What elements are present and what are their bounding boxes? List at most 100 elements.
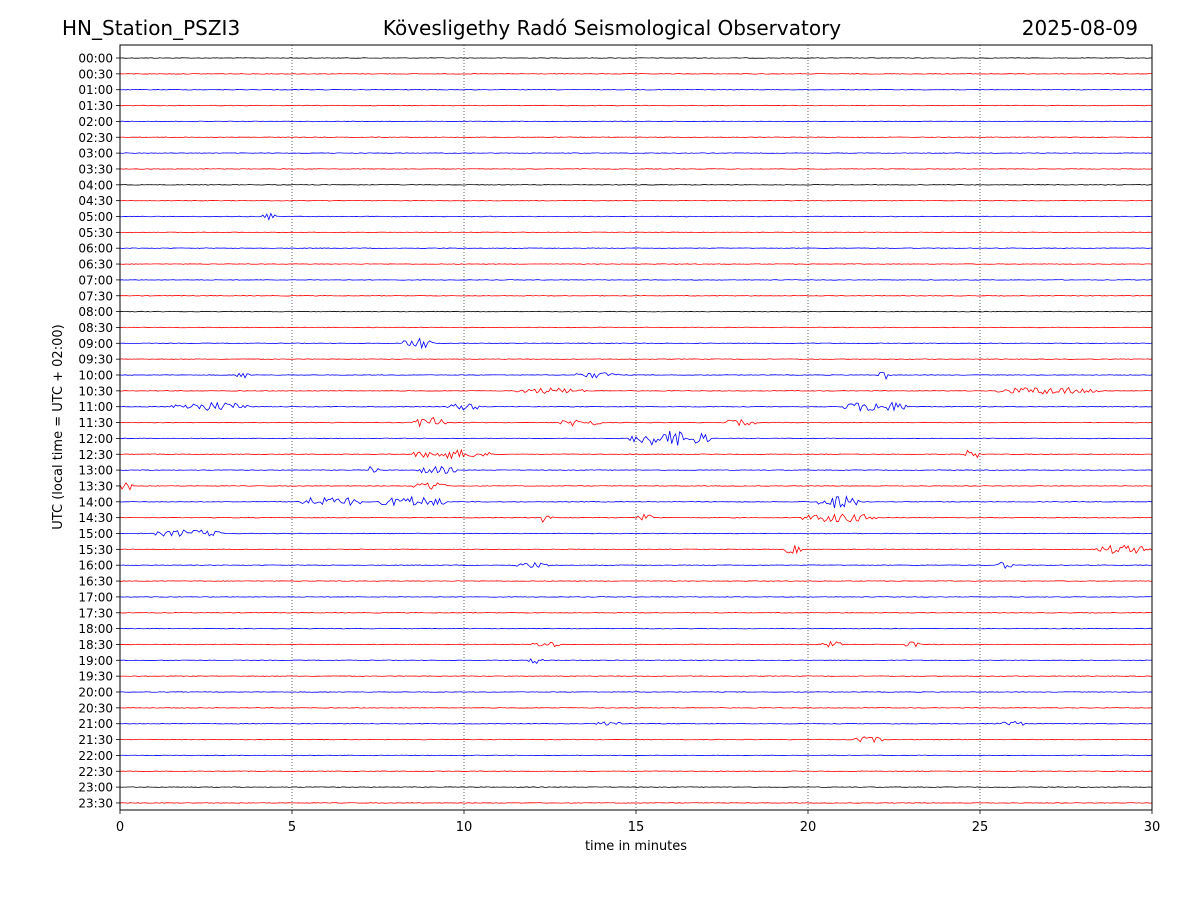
- trace-row: [119, 136, 1153, 138]
- y-tick-label: 19:00: [78, 654, 113, 668]
- y-tick-label: 05:00: [78, 210, 113, 224]
- x-tick-label: 25: [972, 820, 989, 835]
- y-tick-label: 22:00: [78, 749, 113, 763]
- trace-row: [119, 770, 1153, 772]
- trace-row: [119, 401, 1153, 412]
- trace-row: [119, 73, 1152, 75]
- y-tick-label: 18:30: [78, 638, 113, 652]
- trace-row: [119, 658, 1153, 665]
- y-tick-label: 07:30: [78, 289, 113, 303]
- trace-row: [119, 627, 1153, 630]
- trace-row: [119, 580, 1152, 582]
- y-tick-label: 19:30: [78, 670, 113, 684]
- trace-row: [119, 416, 1153, 428]
- trace-row: [119, 612, 1153, 614]
- trace-row: [119, 358, 1153, 360]
- x-tick-label: 20: [800, 820, 817, 835]
- trace-row: [119, 168, 1153, 170]
- trace-row: [119, 675, 1153, 677]
- y-tick-label: 16:00: [78, 559, 113, 573]
- gridlines: [291, 45, 981, 810]
- trace-row: [119, 57, 1153, 59]
- trace-row: [119, 529, 1153, 537]
- trace-row: [119, 482, 1153, 491]
- y-tick-label: 14:30: [78, 511, 113, 525]
- y-tick-label: 01:00: [78, 83, 113, 97]
- trace-row: [119, 184, 1153, 186]
- y-tick-label: 23:30: [78, 796, 113, 810]
- y-tick-label: 17:00: [78, 590, 113, 604]
- trace-row: [119, 295, 1153, 297]
- x-tick-label: 10: [456, 820, 473, 835]
- trace-row: [119, 337, 1153, 350]
- y-tick-label: 18:00: [78, 622, 113, 636]
- trace-row: [119, 707, 1153, 709]
- observatory-title: Kövesligethy Radó Seismological Observat…: [382, 16, 842, 40]
- traces: [119, 57, 1153, 804]
- trace-row: [119, 513, 1153, 523]
- trace-row: [119, 430, 1153, 446]
- x-axis-label: time in minutes: [585, 839, 687, 854]
- x-axis-ticks: 0 5 10 15 20 25 30: [116, 810, 1160, 835]
- trace-row: [119, 802, 1153, 804]
- trace-row: [119, 88, 1153, 91]
- y-tick-label: 10:00: [78, 369, 113, 383]
- trace-row: [119, 152, 1153, 154]
- trace-row: [119, 104, 1153, 107]
- trace-row: [119, 720, 1153, 726]
- trace-row: [119, 120, 1153, 123]
- y-tick-label: 12:30: [78, 448, 113, 462]
- trace-row: [119, 448, 1153, 460]
- trace-row: [119, 596, 1153, 598]
- y-tick-label: 07:00: [78, 273, 113, 287]
- trace-row: [119, 561, 1153, 570]
- trace-row: [119, 326, 1153, 329]
- y-tick-label: 15:00: [78, 527, 113, 541]
- trace-row: [119, 386, 1153, 395]
- trace-row: [119, 691, 1153, 693]
- y-tick-label: 20:30: [78, 701, 113, 715]
- y-tick-label: 01:30: [78, 99, 113, 113]
- y-tick-label: 22:30: [78, 765, 113, 779]
- y-tick-label: 04:00: [78, 178, 113, 192]
- y-axis-label: UTC (local time = UTC + 02:00): [51, 324, 66, 529]
- y-tick-label: 20:00: [78, 686, 113, 700]
- trace-row: [119, 263, 1153, 265]
- trace-row: [119, 754, 1153, 757]
- y-tick-label: 00:00: [78, 52, 113, 66]
- y-tick-label: 05:30: [78, 226, 113, 240]
- y-tick-label: 06:30: [78, 258, 113, 272]
- y-tick-label: 03:00: [78, 147, 113, 161]
- trace-row: [119, 544, 1153, 555]
- y-tick-label: 13:30: [78, 479, 113, 493]
- y-tick-label: 14:00: [78, 495, 113, 509]
- y-tick-label: 00:30: [78, 67, 113, 81]
- x-tick-label: 30: [1144, 820, 1161, 835]
- y-tick-label: 08:00: [78, 305, 113, 319]
- y-tick-label: 11:00: [78, 400, 113, 414]
- y-tick-label: 03:30: [78, 162, 113, 176]
- trace-row: [119, 310, 1153, 313]
- y-tick-label: 04:30: [78, 194, 113, 208]
- y-tick-label: 16:30: [78, 575, 113, 589]
- x-tick-label: 15: [628, 820, 645, 835]
- trace-row: [120, 212, 1153, 221]
- trace-row: [119, 279, 1153, 281]
- trace-row: [119, 495, 1153, 509]
- trace-row: [119, 231, 1153, 234]
- y-tick-label: 21:00: [78, 717, 113, 731]
- y-tick-label: 21:30: [78, 733, 113, 747]
- trace-row: [119, 371, 1153, 381]
- y-tick-label: 10:30: [78, 384, 113, 398]
- record-date: 2025-08-09: [1021, 16, 1138, 40]
- trace-row: [119, 640, 1153, 648]
- y-tick-label: 09:30: [78, 353, 113, 367]
- trace-row: [119, 736, 1153, 744]
- trace-row: [119, 199, 1153, 202]
- station-name: HN_Station_PSZI3: [62, 16, 241, 40]
- y-tick-label: 02:30: [78, 131, 113, 145]
- y-tick-label: 02:00: [78, 115, 113, 129]
